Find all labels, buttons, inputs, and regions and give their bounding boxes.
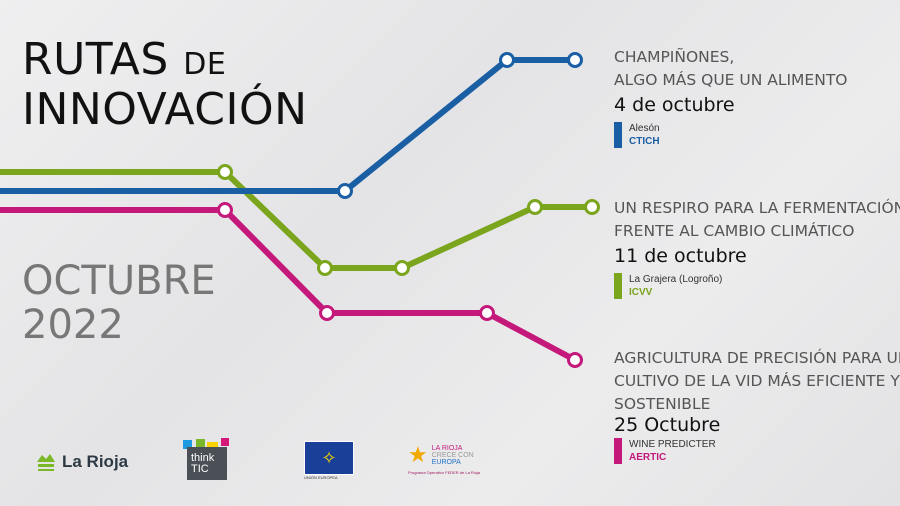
route-stop — [499, 52, 515, 68]
title-line-2: INNOVACIÓN — [22, 84, 308, 135]
event-title: SOSTENIBLE — [614, 395, 711, 413]
route-stop — [479, 305, 495, 321]
month: OCTUBRE — [22, 258, 216, 304]
event-date: 11 de octubre — [614, 245, 747, 267]
event-1: CHAMPIÑONES, ALGO MÁS QUE UN ALIMENTO 4 … — [614, 46, 900, 148]
la-rioja-logo: La Rioja — [36, 452, 128, 472]
event-location: La Grajera (Logroño) — [629, 274, 723, 285]
route-stop — [394, 260, 410, 276]
event-date: 25 Octubre — [614, 414, 721, 436]
color-marker — [614, 438, 622, 464]
eu-logo: ✧ UNIÓN EUROPEA — [304, 441, 354, 480]
event-location: Alesón — [629, 123, 660, 134]
event-title: UN RESPIRO PARA LA FERMENTACIÓN — [614, 199, 900, 217]
star-icon: ★ — [408, 442, 428, 467]
event-3: AGRICULTURA DE PRECISIÓN PARA UN CULTIVO… — [614, 347, 900, 464]
route-stop — [217, 164, 233, 180]
event-location: WINE PREDICTER — [629, 439, 716, 450]
green-route-line — [0, 169, 592, 271]
event-title: CHAMPIÑONES, — [614, 48, 735, 66]
event-organizer: AERTIC — [629, 452, 667, 463]
route-stop — [319, 305, 335, 321]
event-title: FRENTE AL CAMBIO CLIMÁTICO — [614, 222, 855, 240]
event-title: ALGO MÁS QUE UN ALIMENTO — [614, 71, 848, 89]
route-stop — [217, 202, 233, 218]
event-organizer: CTICH — [629, 136, 660, 147]
route-stop — [567, 352, 583, 368]
route-stop — [584, 199, 600, 215]
event-title: AGRICULTURA DE PRECISIÓN PARA UN — [614, 349, 900, 367]
year: 2022 — [22, 302, 124, 348]
route-stop — [527, 199, 543, 215]
thinktic-logo: think TIC — [183, 438, 229, 480]
event-title: CULTIVO DE LA VID MÁS EFICIENTE Y — [614, 372, 900, 390]
color-marker — [614, 122, 622, 148]
color-marker — [614, 273, 622, 299]
eu-flag-icon: ✧ — [304, 441, 354, 475]
route-stop — [317, 260, 333, 276]
event-organizer: ICVV — [629, 287, 653, 298]
blue-route-line — [0, 57, 575, 194]
title-line-1: RUTAS DE — [22, 34, 227, 85]
feder-logo: ★ LA RIOJA CRECE CON EUROPA Programa Opera… — [408, 442, 481, 475]
route-stop — [337, 183, 353, 199]
event-2: UN RESPIRO PARA LA FERMENTACIÓN FRENTE A… — [614, 197, 900, 299]
mountain-icon — [37, 454, 55, 471]
event-date: 4 de octubre — [614, 94, 735, 116]
route-stop — [567, 52, 583, 68]
